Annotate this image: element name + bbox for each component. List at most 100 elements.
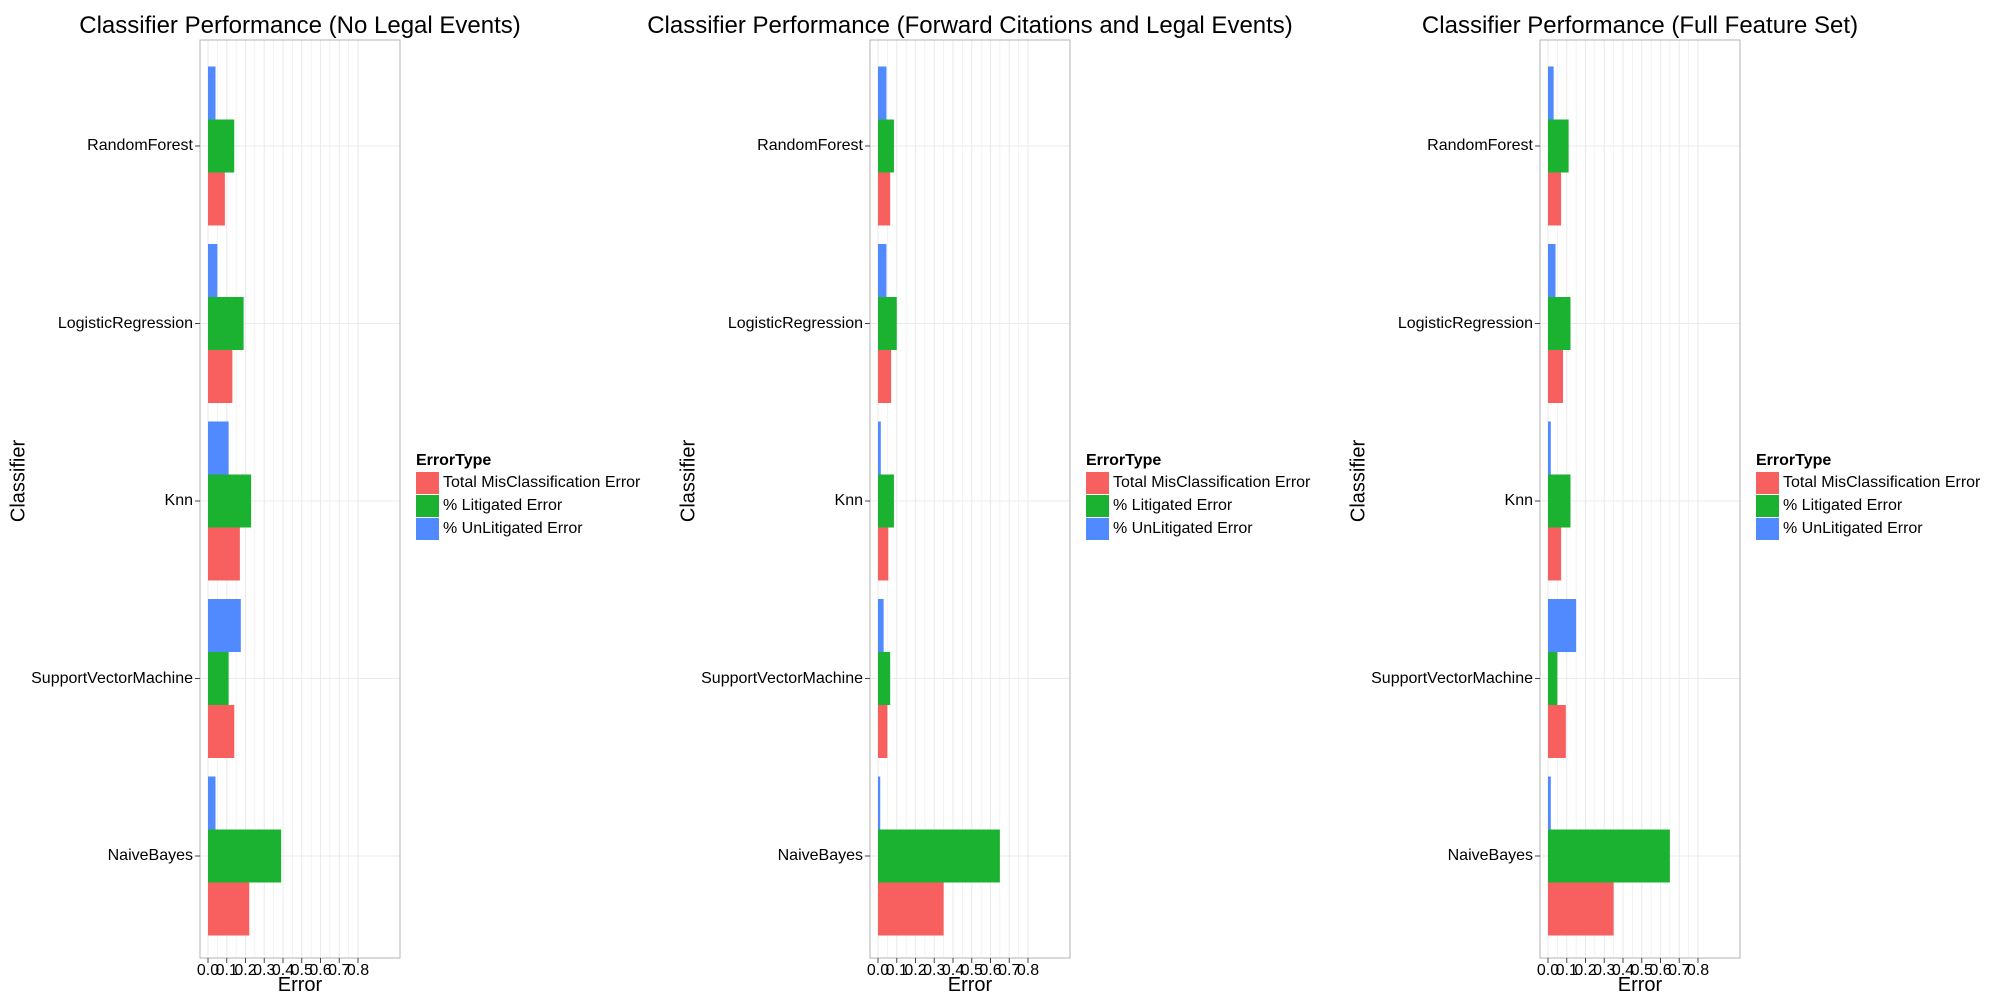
- x-tick-label: 0.6: [309, 962, 332, 979]
- legend-label-litigated: % Litigated Error: [1113, 496, 1233, 514]
- legend-label-unlitigated: % UnLitigated Error: [1113, 519, 1253, 537]
- x-tick-label: 0.8: [1686, 962, 1710, 979]
- bar-total-supportvectormachine: [208, 705, 235, 758]
- legend-swatch-litigated: [416, 494, 439, 517]
- plot-area: [1535, 39, 1741, 963]
- legend-item-unlitigated: % UnLitigated Error: [1756, 517, 1980, 540]
- bar-total-logisticregression: [1548, 350, 1563, 403]
- x-axis-label: Error: [947, 974, 993, 996]
- chart-panel-forward-citations: Classifier Performance (Forward Citation…: [647, 0, 1336, 1000]
- bar-unlitigated-logisticregression: [1548, 244, 1556, 297]
- bar-total-knn: [208, 527, 240, 581]
- bar-total-naivebayes: [1548, 882, 1614, 936]
- plot-frame: [199, 39, 401, 959]
- y-tick-label: NaiveBayes: [107, 847, 193, 864]
- bar-total-knn: [878, 527, 889, 581]
- legend-swatch-total: [1086, 471, 1109, 494]
- bar-litigated-supportvectormachine: [878, 652, 891, 705]
- x-tick-label: 0.5: [290, 962, 313, 979]
- legend-item-unlitigated: % UnLitigated Error: [1086, 517, 1310, 540]
- legend-item-total: Total MisClassification Error: [416, 471, 640, 494]
- legend-swatch-unlitigated: [1086, 517, 1109, 540]
- bar-litigated-randomforest: [208, 119, 235, 173]
- plot-frame: [869, 39, 1071, 959]
- x-tick-label: 0.3: [923, 962, 946, 979]
- bar-total-supportvectormachine: [878, 705, 888, 758]
- y-tick-label: Knn: [164, 492, 193, 509]
- y-tick-label: RandomForest: [87, 137, 193, 154]
- legend-title: ErrorType: [1086, 452, 1162, 469]
- legend-swatch-litigated: [1086, 494, 1109, 517]
- y-tick-label: SupportVectorMachine: [31, 669, 193, 687]
- bar-total-logisticregression: [208, 350, 233, 403]
- legend-item-total: Total MisClassification Error: [1756, 471, 1980, 494]
- x-tick-label: 0.2: [1574, 962, 1597, 979]
- legend-swatch-unlitigated: [1756, 517, 1779, 540]
- x-axis-label: Error: [277, 974, 323, 996]
- bar-unlitigated-naivebayes: [208, 776, 216, 830]
- bar-litigated-naivebayes: [208, 829, 282, 883]
- bar-unlitigated-supportvectormachine: [208, 599, 241, 652]
- x-tick-label: 0.8: [346, 962, 370, 979]
- y-tick-label: Knn: [834, 492, 863, 509]
- x-tick-label: 0.1: [215, 962, 238, 979]
- x-axis-label: Error: [1617, 974, 1663, 996]
- bar-litigated-randomforest: [878, 119, 894, 173]
- legend-item-litigated: % Litigated Error: [1086, 494, 1310, 517]
- bar-litigated-randomforest: [1548, 119, 1569, 173]
- legend-swatch-total: [416, 471, 439, 494]
- x-tick-label: 0.2: [904, 962, 927, 979]
- legend-label-litigated: % Litigated Error: [1783, 496, 1903, 514]
- legend-item-litigated: % Litigated Error: [1756, 494, 1980, 517]
- y-axis-label: Classifier: [1347, 439, 1370, 523]
- x-tick-label: 0.0: [1536, 962, 1560, 979]
- bar-unlitigated-logisticregression: [208, 244, 218, 297]
- legend-label-total: Total MisClassification Error: [1783, 473, 1981, 491]
- legend: ErrorType Total MisClassification Error …: [416, 451, 640, 540]
- bar-unlitigated-knn: [208, 421, 229, 475]
- x-tick-label: 0.5: [1630, 962, 1653, 979]
- x-tick-label: 0.0: [196, 962, 220, 979]
- y-tick-label: RandomForest: [1427, 137, 1533, 154]
- legend-item-litigated: % Litigated Error: [416, 494, 640, 517]
- bar-total-randomforest: [208, 172, 225, 226]
- bar-litigated-naivebayes: [1548, 829, 1670, 883]
- x-tick-label: 0.4: [941, 962, 965, 979]
- bar-unlitigated-knn: [878, 421, 881, 475]
- bar-litigated-supportvectormachine: [1548, 652, 1558, 705]
- legend-swatch-unlitigated: [416, 517, 439, 540]
- legend-swatch-total: [1756, 471, 1779, 494]
- x-tick-label: 0.7: [998, 962, 1021, 979]
- bar-total-supportvectormachine: [1548, 705, 1566, 758]
- y-tick-label: SupportVectorMachine: [1371, 669, 1533, 687]
- x-tick-label: 0.6: [1649, 962, 1672, 979]
- bar-total-randomforest: [1548, 172, 1562, 226]
- legend-label-total: Total MisClassification Error: [443, 473, 641, 491]
- bar-unlitigated-randomforest: [878, 66, 887, 120]
- legend: ErrorType Total MisClassification Error …: [1756, 451, 1980, 540]
- bar-unlitigated-logisticregression: [878, 244, 887, 297]
- bar-litigated-knn: [878, 474, 894, 528]
- legend-title: ErrorType: [416, 452, 492, 469]
- bar-unlitigated-naivebayes: [1548, 776, 1551, 830]
- y-tick-label: RandomForest: [757, 137, 863, 154]
- plot-area: [865, 39, 1071, 963]
- y-tick-label: LogisticRegression: [57, 314, 193, 332]
- chart-panel-no-legal-events: Classifier Performance (No Legal Events)…: [0, 0, 666, 1000]
- bar-unlitigated-naivebayes: [878, 776, 881, 830]
- bar-total-naivebayes: [878, 882, 944, 936]
- x-tick-label: 0.6: [979, 962, 1002, 979]
- bar-total-randomforest: [878, 172, 891, 226]
- x-tick-label: 0.2: [234, 962, 257, 979]
- bar-unlitigated-knn: [1548, 421, 1551, 475]
- y-tick-label: SupportVectorMachine: [701, 669, 863, 687]
- y-axis-label: Classifier: [677, 439, 700, 523]
- legend-label-unlitigated: % UnLitigated Error: [443, 519, 583, 537]
- bar-total-knn: [1548, 527, 1562, 581]
- bar-total-naivebayes: [208, 882, 250, 936]
- y-tick-label: LogisticRegression: [1397, 314, 1533, 332]
- x-tick-label: 0.7: [328, 962, 351, 979]
- y-tick-label: NaiveBayes: [777, 847, 863, 864]
- chart-title: Classifier Performance (Full Feature Set…: [1421, 12, 1859, 39]
- bar-unlitigated-randomforest: [208, 66, 216, 120]
